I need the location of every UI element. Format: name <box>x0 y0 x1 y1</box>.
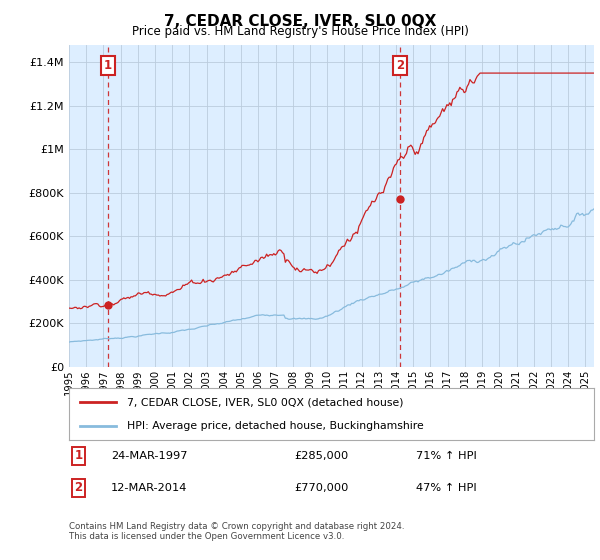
Text: 2: 2 <box>74 481 83 494</box>
Text: 7, CEDAR CLOSE, IVER, SL0 0QX: 7, CEDAR CLOSE, IVER, SL0 0QX <box>164 14 436 29</box>
Text: 71% ↑ HPI: 71% ↑ HPI <box>415 451 476 461</box>
Text: HPI: Average price, detached house, Buckinghamshire: HPI: Average price, detached house, Buck… <box>127 421 424 431</box>
Text: 24-MAR-1997: 24-MAR-1997 <box>111 451 187 461</box>
Text: 47% ↑ HPI: 47% ↑ HPI <box>415 483 476 493</box>
Text: Price paid vs. HM Land Registry's House Price Index (HPI): Price paid vs. HM Land Registry's House … <box>131 25 469 38</box>
Text: Contains HM Land Registry data © Crown copyright and database right 2024.
This d: Contains HM Land Registry data © Crown c… <box>69 522 404 542</box>
Text: 2: 2 <box>396 59 404 72</box>
Text: 1: 1 <box>104 59 112 72</box>
Text: £770,000: £770,000 <box>295 483 349 493</box>
Text: 1: 1 <box>74 450 83 463</box>
Text: 12-MAR-2014: 12-MAR-2014 <box>111 483 187 493</box>
Text: £285,000: £285,000 <box>295 451 349 461</box>
Text: 7, CEDAR CLOSE, IVER, SL0 0QX (detached house): 7, CEDAR CLOSE, IVER, SL0 0QX (detached … <box>127 397 403 407</box>
